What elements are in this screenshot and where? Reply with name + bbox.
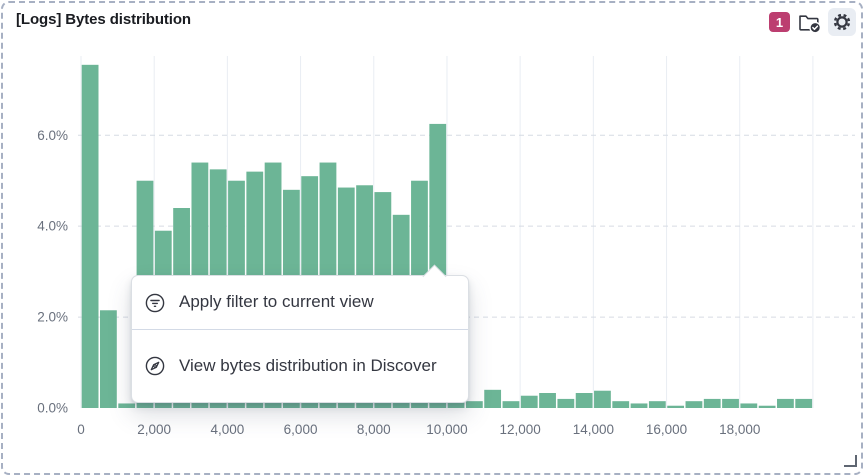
y-axis-tick-label: 4.0% [37,219,68,234]
notification-badge[interactable]: 1 [769,12,790,32]
histogram-bar[interactable] [795,398,813,408]
menu-item-apply-filter[interactable]: Apply filter to current view [132,276,468,329]
x-axis-tick-label: 16,000 [646,422,687,437]
filter-icon [144,292,166,314]
histogram-bar[interactable] [502,401,520,408]
panel-resize-handle[interactable] [844,455,857,467]
histogram-bar[interactable] [630,403,648,408]
histogram-bar[interactable] [484,389,502,408]
histogram-bar[interactable] [520,395,538,408]
histogram-bar[interactable] [447,401,465,408]
panel-options-button[interactable] [828,8,856,36]
histogram-bar[interactable] [722,398,739,408]
histogram-bar[interactable] [81,64,99,409]
histogram-bar[interactable] [703,398,721,408]
histogram-bar[interactable] [594,390,611,408]
menu-item-label: View bytes distribution in Discover [179,355,437,375]
histogram-bar[interactable] [667,405,685,408]
histogram-bar[interactable] [575,393,593,408]
histogram-bar[interactable] [612,401,630,408]
menu-item-label: Apply filter to current view [179,292,374,312]
panel-header: [Logs] Bytes distribution 1 [16,8,856,38]
menu-divider [132,329,468,330]
folder-check-icon[interactable] [797,10,821,34]
x-axis-tick-label: 6,000 [284,422,318,437]
x-axis-tick-label: 0 [77,422,85,437]
x-axis-tick-label: 4,000 [210,422,244,437]
y-axis-tick-label: 6.0% [37,128,68,143]
histogram-bar[interactable] [740,403,758,408]
menu-item-view-discover[interactable]: View bytes distribution in Discover [132,330,468,402]
histogram-bar[interactable] [685,401,703,408]
x-axis-tick-label: 14,000 [573,422,614,437]
x-axis-tick-label: 8,000 [357,422,391,437]
histogram-bar[interactable] [648,401,666,408]
histogram-bar[interactable] [99,310,117,408]
gear-icon [832,12,852,32]
x-axis-tick-label: 12,000 [500,422,541,437]
x-axis-tick-label: 10,000 [426,422,467,437]
panel-context-menu: Apply filter to current view View bytes … [131,264,469,403]
y-axis-tick-label: 2.0% [37,310,68,325]
histogram-bar[interactable] [557,398,575,408]
histogram-bar[interactable] [777,398,794,408]
x-axis-tick-label: 18,000 [719,422,760,437]
histogram-bar[interactable] [758,405,776,408]
histogram-bar[interactable] [539,393,556,408]
histogram-bar[interactable] [118,403,136,408]
y-axis-tick-label: 0.0% [37,401,68,416]
panel-controls: 1 [769,8,856,36]
panel-title[interactable]: [Logs] Bytes distribution [16,11,191,28]
histogram-bar[interactable] [465,401,483,408]
compass-icon [144,355,166,377]
x-axis-tick-label: 2,000 [137,422,171,437]
